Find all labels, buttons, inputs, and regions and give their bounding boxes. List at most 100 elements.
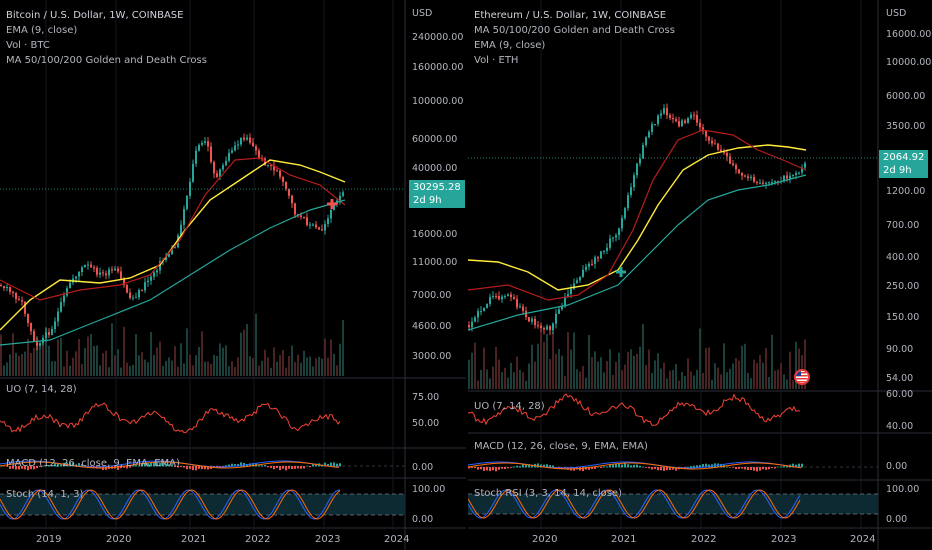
macd-histogram-bar <box>258 465 260 467</box>
eth-price-label: 1200.00 <box>886 186 926 197</box>
candle-body <box>582 269 584 277</box>
candle-body <box>249 137 251 143</box>
macd-histogram-bar <box>36 466 38 469</box>
volume-bar <box>150 331 152 376</box>
btc-stoch-title[interactable]: Stoch (14, 1, 3) <box>6 489 84 500</box>
candle-body <box>132 297 134 299</box>
volume-bar <box>219 343 221 376</box>
volume-bar <box>114 355 116 376</box>
candle-body <box>279 170 281 177</box>
volume-bar <box>54 361 56 376</box>
macd-histogram-bar <box>474 467 476 468</box>
btc-chart-canvas[interactable] <box>0 0 466 550</box>
candle-body <box>84 264 86 268</box>
btc-ma-cross-legend[interactable]: MA 50/100/200 Golden and Death Cross <box>6 55 207 66</box>
volume-bar <box>630 349 632 389</box>
volume-bar <box>624 364 626 389</box>
eth-macd-title[interactable]: MACD (12, 26, close, 9, EMA, EMA) <box>474 441 648 452</box>
candle-body <box>147 280 149 283</box>
macd-histogram-bar <box>720 463 722 468</box>
btc-macd-title[interactable]: MACD (12, 26, close, 9, EMA, EMA) <box>6 458 180 469</box>
btc-uo-title[interactable]: UO (7, 14, 28) <box>6 384 77 395</box>
macd-histogram-bar <box>84 465 86 467</box>
macd-histogram-bar <box>180 466 182 468</box>
volume-bar <box>774 370 776 389</box>
candle-body <box>342 192 344 196</box>
volume-bar <box>201 331 203 376</box>
macd-histogram-bar <box>228 464 230 467</box>
candle-body <box>606 247 608 251</box>
candle-body <box>783 175 785 182</box>
volume-bar <box>282 350 284 376</box>
eth-uo-title[interactable]: UO (7, 14, 28) <box>474 401 545 412</box>
btc-vol-legend[interactable]: Vol · BTC <box>6 40 50 51</box>
candle-body <box>501 296 503 300</box>
macd-histogram-bar <box>648 467 650 469</box>
volume-bar <box>537 343 539 389</box>
candle-body <box>198 144 200 151</box>
candle-body <box>723 151 725 153</box>
volume-bar <box>654 360 656 389</box>
btc-stoch-label: 0.00 <box>412 514 434 525</box>
volume-bar <box>168 357 170 376</box>
candle-body <box>315 224 317 228</box>
eth-vol-legend[interactable]: Vol · ETH <box>474 55 519 66</box>
stoch-k-line <box>468 489 801 519</box>
volume-bar <box>747 372 749 389</box>
btc-ema-legend[interactable]: EMA (9, close) <box>6 25 78 36</box>
macd-histogram-bar <box>618 463 620 468</box>
eth-ema-legend[interactable]: EMA (9, close) <box>474 40 546 51</box>
candle-body <box>246 137 248 140</box>
volume-bar <box>594 351 596 389</box>
volume-bar <box>126 362 128 376</box>
volume-bar <box>621 370 623 389</box>
volume-bar <box>174 346 176 376</box>
volume-bar <box>645 364 647 389</box>
candle-body <box>630 187 632 196</box>
macd-histogram-bar <box>645 467 647 468</box>
btc-last-price: 30295.28 <box>413 182 461 193</box>
candle-body <box>687 118 689 123</box>
btc-symbol-title[interactable]: Bitcoin / U.S. Dollar, 1W, COINBASE <box>6 10 184 21</box>
candle-body <box>273 165 275 171</box>
volume-bar <box>69 365 71 376</box>
macd-histogram-bar <box>558 467 560 468</box>
eth-chart-canvas[interactable] <box>468 0 932 550</box>
candle-body <box>600 251 602 259</box>
candle-body <box>639 158 641 164</box>
candle-body <box>801 167 803 173</box>
eth-legend: Ethereum / U.S. Dollar, 1W, COINBASE MA … <box>474 8 675 68</box>
btc-chart-panel[interactable]: Bitcoin / U.S. Dollar, 1W, COINBASE EMA … <box>0 0 466 550</box>
eth-symbol-title[interactable]: Ethereum / U.S. Dollar, 1W, COINBASE <box>474 10 667 21</box>
ma-yellow-line <box>468 144 807 291</box>
candle-body <box>627 195 629 209</box>
macd-histogram-bar <box>483 467 485 471</box>
volume-bar <box>639 346 641 389</box>
volume-bar <box>63 366 65 376</box>
btc-x-label: 2019 <box>36 534 62 545</box>
eth-stoch-title[interactable]: Stoch RSI (3, 3, 14, 14, close) <box>474 488 622 499</box>
macd-histogram-bar <box>771 467 773 469</box>
eth-ma-cross-legend[interactable]: MA 50/100/200 Golden and Death Cross <box>474 25 675 36</box>
macd-histogram-bar <box>747 467 749 470</box>
macd-histogram-bar <box>264 465 266 467</box>
candle-body <box>474 317 476 322</box>
us-flag-event-icon[interactable] <box>794 369 810 385</box>
macd-histogram-bar <box>615 463 617 468</box>
macd-histogram-bar <box>531 465 533 468</box>
volume-bar <box>303 350 305 376</box>
volume-bar <box>189 354 191 376</box>
volume-bar <box>561 355 563 389</box>
macd-histogram-bar <box>54 463 56 467</box>
macd-histogram-bar <box>738 467 740 469</box>
volume-bar <box>180 343 182 376</box>
candle-body <box>258 150 260 159</box>
eth-last-price: 2064.92 <box>883 152 925 163</box>
volume-bar <box>234 366 236 376</box>
macd-histogram-bar <box>744 467 746 470</box>
macd-histogram-bar <box>726 466 728 468</box>
volume-bar <box>702 372 704 389</box>
candle-body <box>747 176 749 178</box>
candle-body <box>6 286 8 288</box>
eth-chart-panel[interactable]: Ethereum / U.S. Dollar, 1W, COINBASE MA … <box>468 0 932 550</box>
